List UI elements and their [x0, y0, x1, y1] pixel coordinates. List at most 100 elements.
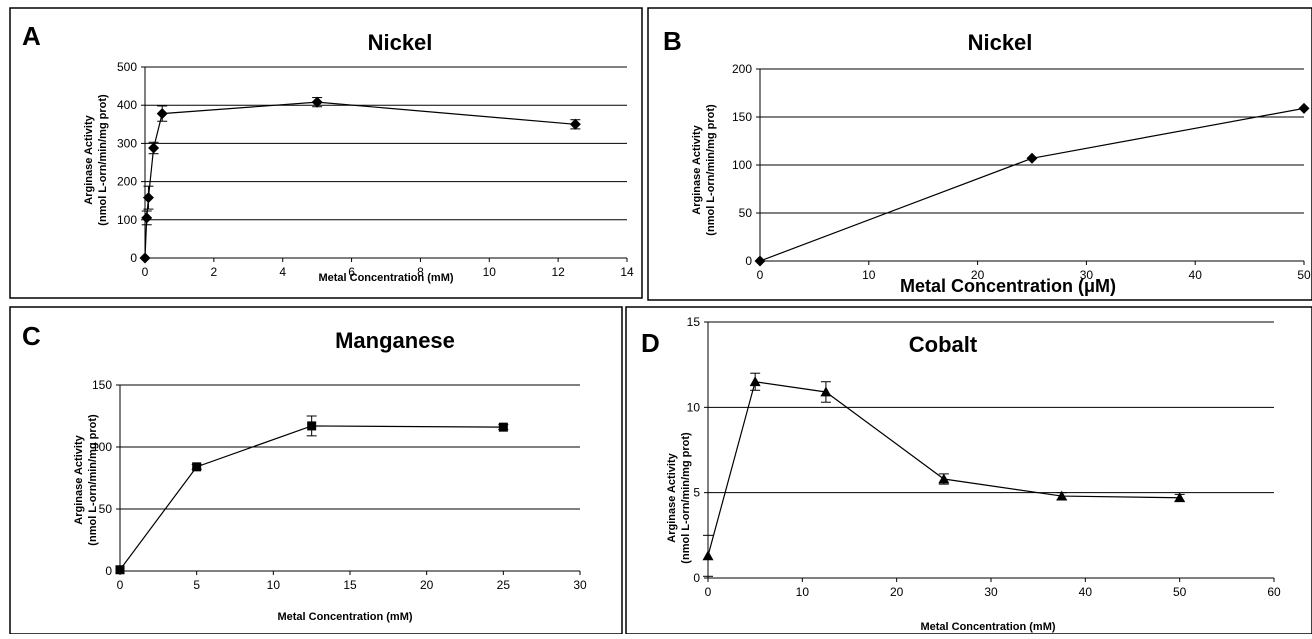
panel-frame — [647, 7, 1312, 301]
y-tick-label: 100 — [117, 213, 137, 227]
x-tick-label: 0 — [757, 268, 764, 282]
y-axis-label: Arginase Activity (nmol L-orn/min/mg prot… — [691, 104, 717, 236]
x-tick-label: 30 — [984, 585, 998, 599]
data-point — [1026, 152, 1038, 164]
x-tick-label: 50 — [1297, 268, 1311, 282]
x-axis-label: Metal Concentration (mM) — [920, 621, 1055, 633]
panel-frame — [9, 7, 643, 299]
y-tick-label: 0 — [745, 254, 752, 268]
y-axis-label-line1: Arginase Activity — [691, 124, 703, 214]
y-axis-label-line1: Arginase Activity — [666, 452, 678, 542]
y-tick-label: 100 — [732, 158, 752, 172]
y-tick-label: 100 — [92, 440, 112, 454]
chart-title: Nickel — [968, 30, 1033, 55]
data-point — [820, 386, 832, 397]
x-tick-label: 15 — [343, 578, 357, 592]
y-tick-label: 150 — [732, 110, 752, 124]
y-tick-label: 500 — [117, 60, 137, 74]
y-tick-label: 10 — [687, 400, 701, 414]
panel-a: 0 100 200 300 400 500 0 2 4 6 8 10 12 14 A Nickel Metal … — [9, 7, 643, 299]
data-point — [115, 565, 125, 575]
panel-d: 0 5 10 15 0 10 20 30 40 50 60 D Cobalt Metal Concentr… — [625, 306, 1312, 635]
y-axis-label: Arginase Activity (nmol L-orn/min/mg prot… — [83, 94, 109, 226]
x-tick-label: 20 — [890, 585, 904, 599]
panel-letter: B — [663, 26, 682, 56]
y-tick-label: 15 — [687, 315, 701, 329]
y-tick-label: 50 — [739, 206, 753, 220]
data-point — [498, 422, 508, 432]
y-axis-label-line2: (nmol L-orn/min/mg prot) — [705, 104, 717, 236]
x-tick-label: 20 — [420, 578, 434, 592]
data-point — [938, 473, 950, 484]
y-tick-label: 150 — [92, 378, 112, 392]
x-tick-label: 40 — [1079, 585, 1093, 599]
y-tick-label: 200 — [117, 175, 137, 189]
x-tick-label: 10 — [862, 268, 876, 282]
data-point — [1298, 102, 1310, 114]
data-point — [156, 108, 168, 120]
x-axis-label: Metal Concentration (mM) — [277, 611, 412, 623]
y-tick-label: 0 — [693, 571, 700, 585]
panel-letter: D — [641, 328, 660, 358]
x-tick-label: 10 — [796, 585, 810, 599]
x-tick-label: 12 — [551, 265, 565, 279]
data-point — [569, 118, 581, 130]
y-tick-label: 0 — [130, 251, 137, 265]
x-tick-label: 0 — [705, 585, 712, 599]
x-tick-label: 20 — [971, 268, 985, 282]
panel-b: 0 50 100 150 200 0 10 20 30 40 50 B Nickel Metal Conc… — [647, 7, 1312, 301]
chart-title: Manganese — [335, 328, 455, 353]
y-axis-label-line2: (nmol L-orn/min/mg prot) — [87, 414, 99, 546]
x-tick-label: 10 — [483, 265, 497, 279]
data-point — [192, 462, 202, 472]
data-point — [311, 96, 323, 108]
data-point — [142, 192, 154, 204]
x-tick-label: 8 — [417, 265, 424, 279]
data-point — [749, 376, 761, 387]
data-point — [702, 550, 714, 561]
y-axis-label-line2: (nmol L-orn/min/mg prot) — [680, 432, 692, 564]
y-axis-label: Arginase Activity (nmol L-orn/min/mg prot… — [666, 432, 692, 564]
data-point — [307, 421, 317, 431]
panel-frame — [9, 306, 623, 635]
series-line — [707, 381, 1180, 556]
y-tick-label: 5 — [693, 486, 700, 500]
y-axis-label: Arginase Activity (nmol L-orn/min/mg prot… — [73, 414, 99, 546]
x-tick-label: 0 — [142, 265, 149, 279]
series-line — [759, 107, 1305, 262]
x-tick-label: 30 — [1080, 268, 1094, 282]
x-tick-label: 4 — [279, 265, 286, 279]
x-tick-label: 14 — [620, 265, 634, 279]
y-axis-label-line2: (nmol L-orn/min/mg prot) — [97, 94, 109, 226]
x-tick-label: 60 — [1267, 585, 1281, 599]
x-tick-label: 25 — [497, 578, 511, 592]
x-axis-label: Metal Concentration (mM) — [318, 272, 453, 284]
x-tick-label: 40 — [1189, 268, 1203, 282]
data-point — [1056, 490, 1068, 501]
panel-letter: A — [22, 21, 41, 51]
data-point — [1174, 492, 1186, 503]
y-tick-label: 50 — [99, 502, 113, 516]
y-tick-label: 0 — [105, 564, 112, 578]
series-line — [119, 425, 504, 571]
data-point — [139, 252, 151, 264]
y-tick-label: 300 — [117, 136, 137, 150]
data-point — [754, 255, 766, 267]
x-tick-label: 2 — [211, 265, 218, 279]
x-tick-label: 10 — [267, 578, 281, 592]
x-tick-label: 6 — [348, 265, 355, 279]
y-axis-label-line1: Arginase Activity — [73, 434, 85, 524]
y-axis-label-line1: Arginase Activity — [83, 114, 95, 204]
x-tick-label: 5 — [193, 578, 200, 592]
y-tick-label: 200 — [732, 62, 752, 76]
y-tick-label: 400 — [117, 98, 137, 112]
chart-title: Cobalt — [909, 332, 978, 357]
series-line — [144, 101, 576, 259]
panel-c: 0 50 100 150 0 5 10 15 20 25 30 C Manganese Metal Con… — [9, 306, 623, 635]
x-axis-label: Metal Concentration (μM) — [900, 276, 1116, 296]
x-tick-label: 30 — [573, 578, 587, 592]
x-tick-label: 0 — [117, 578, 124, 592]
data-point — [141, 212, 153, 224]
data-point — [148, 142, 160, 154]
